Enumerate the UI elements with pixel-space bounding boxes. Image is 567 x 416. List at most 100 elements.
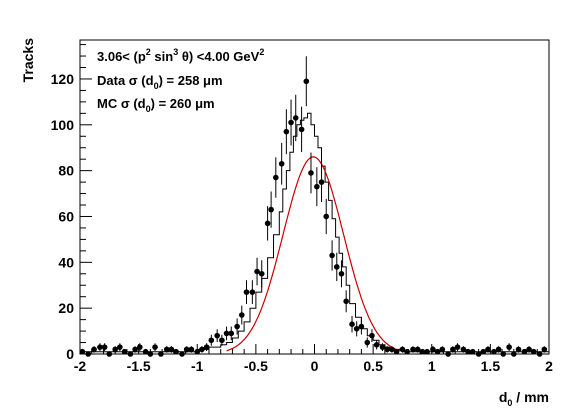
x-tick-label: -2 xyxy=(74,358,87,374)
y-tick-label: 40 xyxy=(58,254,74,270)
mc-histogram xyxy=(80,112,549,353)
data-point xyxy=(188,346,195,353)
x-tick-label: 1.5 xyxy=(481,358,501,374)
data-point xyxy=(234,323,240,330)
data-point xyxy=(333,264,340,270)
data-point xyxy=(249,289,256,295)
data-point xyxy=(445,351,451,357)
y-tick-label: 20 xyxy=(58,300,74,316)
data-point xyxy=(485,346,491,353)
data-point xyxy=(79,348,86,355)
data-point xyxy=(298,126,305,133)
data-point xyxy=(258,270,265,277)
data-point xyxy=(106,351,113,357)
y-tick-label: 100 xyxy=(51,117,75,133)
data-point xyxy=(173,348,179,355)
data-point xyxy=(199,346,205,353)
data-point xyxy=(454,344,461,350)
data-point xyxy=(439,346,446,353)
data-point xyxy=(410,346,416,353)
data-point xyxy=(414,346,421,353)
data-point xyxy=(243,289,250,295)
annotation-mc-sigma: MC σ (d0) = 260 μm xyxy=(97,96,215,114)
x-tick-label: -1 xyxy=(191,358,204,374)
data-point xyxy=(254,268,260,275)
data-point xyxy=(450,346,456,353)
data-point xyxy=(203,344,210,350)
data-point xyxy=(491,348,497,355)
data-point xyxy=(343,298,349,305)
x-tick-label: 0 xyxy=(311,358,319,374)
data-point xyxy=(349,321,355,328)
data-point xyxy=(292,115,299,121)
data-point xyxy=(358,323,365,330)
data-point xyxy=(384,346,390,353)
data-point xyxy=(314,183,320,190)
data-point xyxy=(132,346,138,353)
data-point xyxy=(268,206,274,213)
data-point xyxy=(469,348,476,355)
data-point xyxy=(152,344,158,350)
data-point xyxy=(117,344,123,350)
data-point xyxy=(541,346,548,353)
y-tick-label: 0 xyxy=(66,346,74,362)
data-point xyxy=(239,312,245,318)
x-tick-label: -1.5 xyxy=(127,358,151,374)
data-point xyxy=(219,337,225,344)
data-point xyxy=(223,330,230,337)
data-point xyxy=(434,348,441,355)
x-tick-label: 1 xyxy=(428,358,436,374)
x-tick-label: 0.5 xyxy=(363,358,383,374)
data-point xyxy=(369,332,375,339)
annotation-data-sigma: Data σ (d0) = 258 μm xyxy=(97,73,223,91)
data-point xyxy=(208,337,215,344)
annotation-momentum-range: 3.06< (p2 sin3 θ) <4.00 GeV2 xyxy=(97,47,264,64)
data-point xyxy=(283,128,290,135)
data-point xyxy=(214,332,220,339)
fit-curve xyxy=(226,156,401,352)
x-axis-label: d0 / mm xyxy=(499,389,549,408)
data-point xyxy=(136,344,143,350)
data-point xyxy=(506,344,512,350)
data-point xyxy=(168,346,175,353)
x-axis: -2 -1.5 -1 -0.5 0 0.5 1 1.5 2 xyxy=(74,344,553,374)
data-point xyxy=(97,344,103,350)
data-point xyxy=(379,344,386,350)
y-tick-label: 120 xyxy=(51,71,75,87)
data-point xyxy=(127,351,134,357)
data-point xyxy=(163,346,170,353)
data-point xyxy=(419,348,426,355)
data-point xyxy=(323,213,330,220)
data-point xyxy=(460,346,467,353)
data-point xyxy=(500,351,507,357)
data-point xyxy=(364,339,371,346)
data-point xyxy=(142,348,149,355)
data-point xyxy=(318,179,325,185)
y-tick-label: 60 xyxy=(58,208,74,224)
data-point xyxy=(353,325,360,332)
y-axis-label: Tracks xyxy=(20,38,36,83)
data-point xyxy=(278,160,285,167)
data-point xyxy=(495,346,502,353)
data-point xyxy=(228,330,235,337)
data-point xyxy=(424,348,430,355)
data-point xyxy=(338,270,345,277)
data-point xyxy=(526,346,532,353)
x-tick-label: -0.5 xyxy=(244,358,268,374)
y-tick-label: 80 xyxy=(58,163,74,179)
data-point xyxy=(179,351,185,357)
data-point xyxy=(91,346,97,353)
data-points xyxy=(79,56,548,357)
data-point xyxy=(515,346,522,353)
data-point xyxy=(329,252,335,259)
data-point xyxy=(530,348,537,355)
y-axis: 0 20 40 60 80 100 120 xyxy=(51,44,92,362)
fit-curve-line xyxy=(226,156,401,352)
data-point xyxy=(480,348,487,355)
data-point xyxy=(288,119,294,126)
data-point xyxy=(373,342,380,348)
data-point xyxy=(399,346,406,353)
data-point xyxy=(536,351,543,357)
